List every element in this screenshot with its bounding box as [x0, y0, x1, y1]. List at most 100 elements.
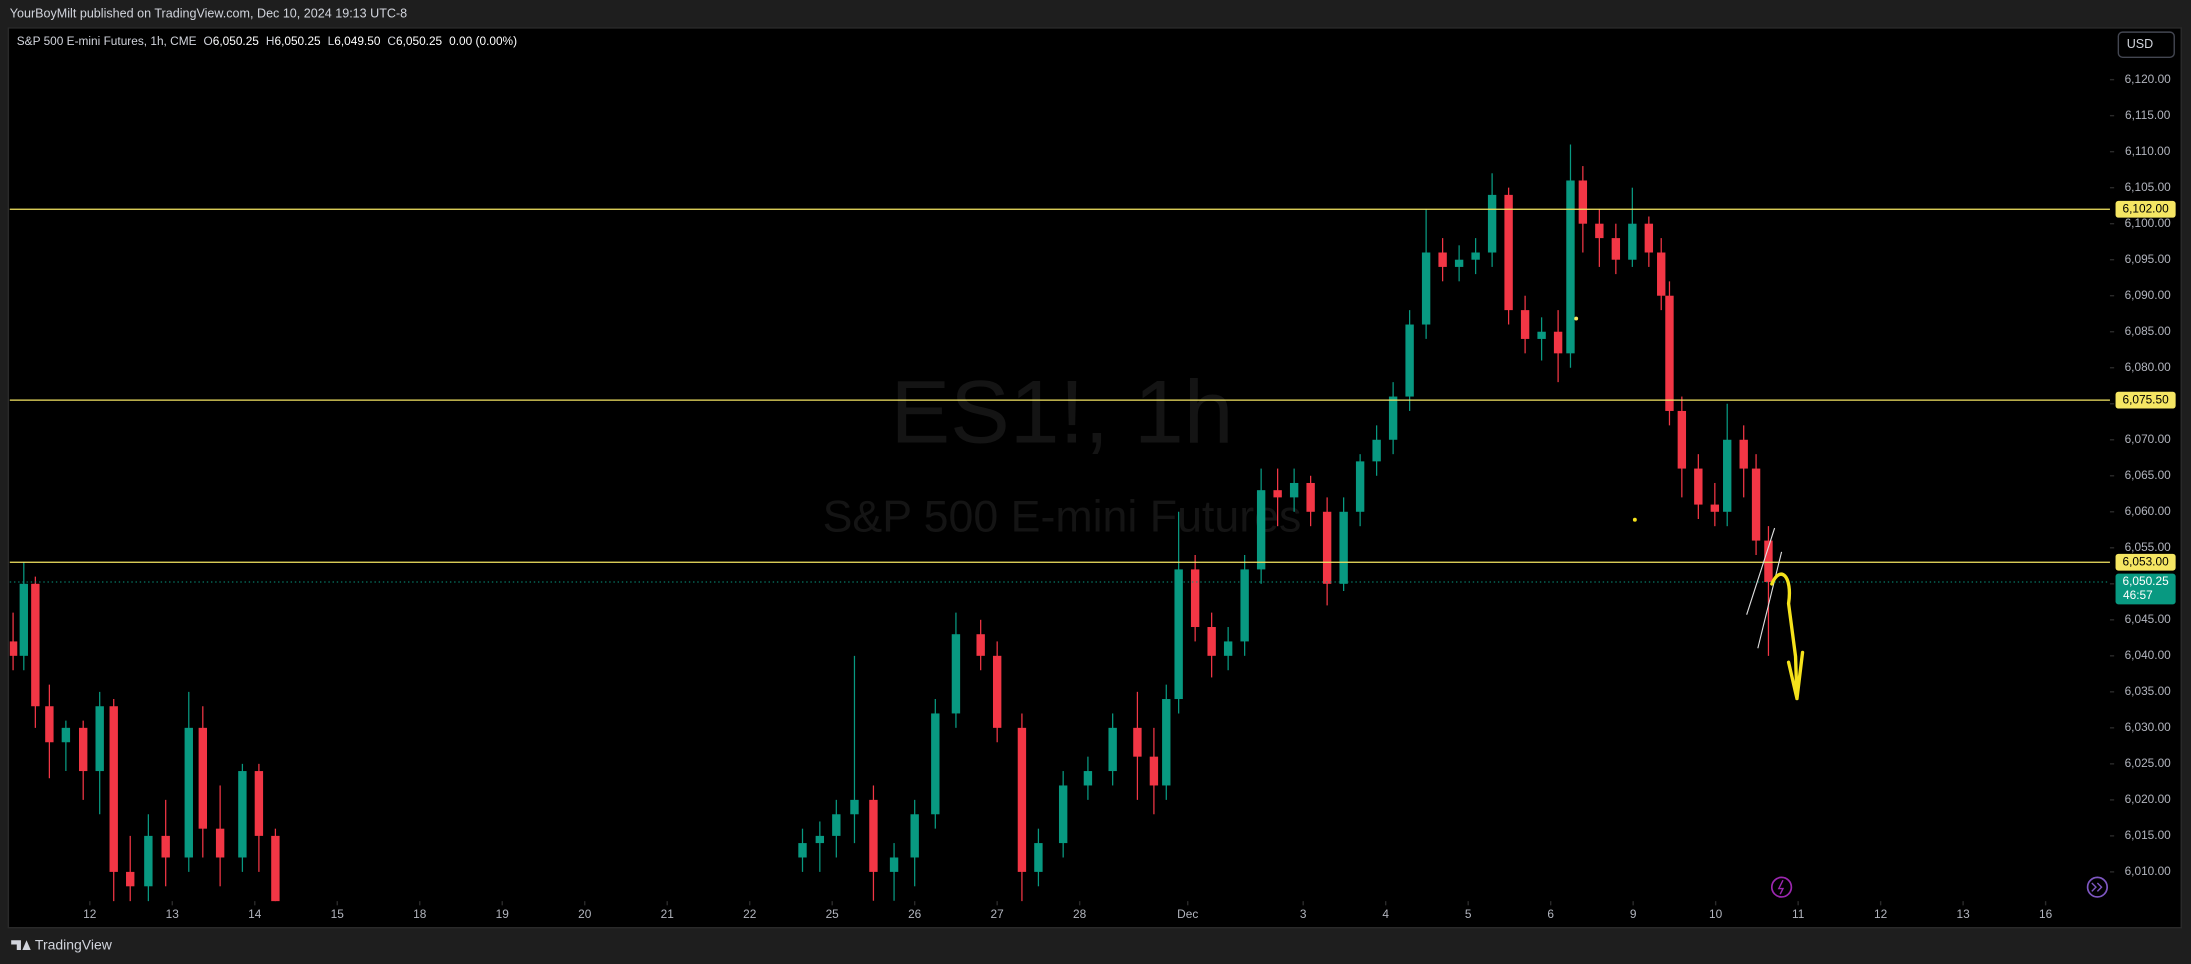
candle-body: [1438, 252, 1447, 267]
event-icon-glyph: [1777, 879, 1785, 895]
legend-change: 0.00 (0.00%): [449, 34, 517, 48]
x-tick-label: 12: [83, 907, 96, 921]
x-tick-label: 21: [661, 907, 675, 921]
x-tick-label: 18: [413, 907, 427, 921]
candle-body: [1421, 252, 1431, 325]
candle-body: [1628, 223, 1637, 260]
y-tick-label: 6,035.00: [2125, 684, 2172, 698]
candle-body: [215, 828, 225, 858]
candle-body: [126, 871, 135, 887]
x-tick-label: 10: [1709, 907, 1723, 921]
y-tick-label: 6,065.00: [2125, 468, 2172, 482]
candle-body: [1665, 295, 1674, 411]
candle-body: [1710, 504, 1720, 512]
candle-body: [1388, 396, 1398, 440]
candle-body: [144, 835, 153, 887]
drawn-dot: [1632, 517, 1637, 522]
drawn-arrow: [1770, 572, 1805, 701]
y-tick-label: 6,115.00: [2125, 108, 2171, 122]
y-tick-label: 6,085.00: [2125, 324, 2172, 338]
legend-title: S&P 500 E-mini Futures, 1h, CME: [17, 34, 197, 48]
x-tick-label: 27: [991, 907, 1004, 921]
x-tick-label: 20: [578, 907, 592, 921]
y-tick-label: 6,025.00: [2125, 756, 2172, 770]
y-tick-label: 6,110.00: [2125, 144, 2171, 158]
y-tick-label: 6,060.00: [2125, 504, 2172, 518]
x-tick-label: 16: [2039, 907, 2053, 921]
x-tick-label: 26: [908, 907, 922, 921]
y-tick-label: 6,100.00: [2125, 216, 2172, 230]
candle-body: [1256, 490, 1266, 570]
drawn-line: [1757, 551, 1783, 649]
candle-body: [1751, 468, 1761, 541]
axes: 6,010.00 6,015.00 6,020.00 6,025.00 6,030.00…: [9, 72, 2176, 921]
candle-body: [850, 799, 859, 815]
candle-body: [1657, 252, 1666, 296]
x-tick-label: 22: [743, 907, 756, 921]
currency-label: USD: [2127, 37, 2154, 51]
y-tick-label: 6,020.00: [2125, 792, 2172, 806]
scroll-icon-glyph: [2091, 882, 2103, 892]
candle-body: [1322, 511, 1332, 584]
x-tick-label: 28: [1073, 907, 1087, 921]
candle-body: [271, 835, 280, 902]
y-tick-label: 6,040.00: [2125, 648, 2172, 662]
x-tick-label: 14: [248, 907, 262, 921]
candle-body: [1764, 540, 1773, 583]
legend-value: 6,050.25: [213, 34, 260, 48]
candle-body: [910, 814, 919, 858]
candle-body: [254, 771, 264, 836]
candle-body: [976, 634, 985, 656]
candle-body: [1405, 324, 1414, 397]
candle-body: [1190, 569, 1200, 628]
level-label: 6,053.00: [2122, 554, 2169, 568]
level-tag: [2115, 200, 2176, 218]
legend-key: L: [328, 34, 335, 48]
candle-body: [1595, 223, 1604, 239]
candle-body: [198, 727, 207, 829]
candle-body: [61, 727, 71, 743]
candle-body: [869, 799, 878, 872]
plot-area: [9, 144, 1773, 902]
x-tick-label: 13: [166, 907, 180, 921]
y-tick-label: 6,080.00: [2125, 360, 2172, 374]
candle-body: [951, 634, 961, 714]
event-icon[interactable]: [1770, 876, 1793, 898]
candle-body: [1739, 439, 1748, 469]
candle-body: [992, 655, 1002, 728]
scroll-realtime-button[interactable]: [2086, 876, 2108, 898]
candle-body: [1372, 439, 1381, 462]
x-tick-label: 12: [1874, 907, 1887, 921]
publish-header: YourBoyMilt published on TradingView.com…: [10, 6, 407, 20]
bar-countdown: 46:57: [2123, 588, 2153, 602]
y-tick-label: 6,120.00: [2125, 72, 2172, 86]
x-tick-label: Dec: [1177, 907, 1198, 921]
y-tick-label: 6,095.00: [2125, 252, 2172, 266]
candle-body: [161, 835, 170, 858]
candle-body: [1240, 569, 1249, 642]
candle-body: [1108, 727, 1117, 772]
candle-body: [1355, 461, 1365, 512]
candle-body: [1223, 641, 1233, 656]
candle-body: [1611, 238, 1621, 260]
currency-button[interactable]: [2117, 31, 2175, 58]
candle-body: [832, 814, 841, 836]
candle-body: [1566, 180, 1575, 354]
level-label: 6,075.50: [2122, 392, 2169, 406]
brand-name: TradingView: [35, 937, 113, 953]
candle-body: [109, 706, 118, 872]
x-tick-label: 15: [331, 907, 345, 921]
y-tick-label: 6,105.00: [2125, 180, 2172, 194]
candle-body: [19, 583, 28, 656]
candle-body: [1207, 627, 1216, 656]
candle-body: [1162, 699, 1171, 786]
candle-body: [1694, 468, 1703, 505]
candle-body: [1058, 785, 1068, 844]
candle-body: [931, 713, 940, 815]
drawn-line: [1746, 527, 1776, 615]
candle-body: [1339, 511, 1348, 584]
candle-body: [1083, 771, 1093, 786]
x-tick-label: 9: [1630, 907, 1637, 921]
